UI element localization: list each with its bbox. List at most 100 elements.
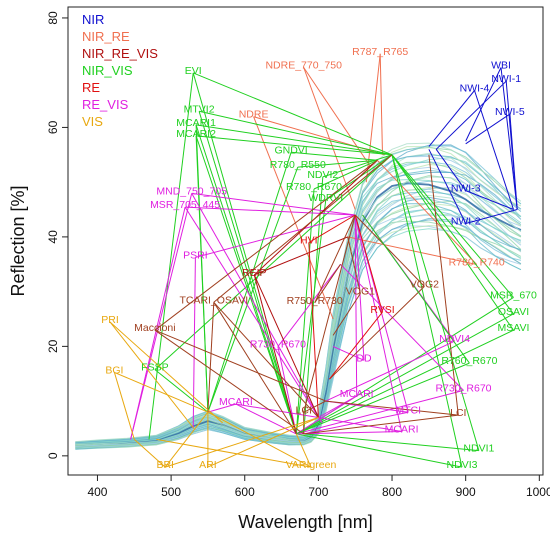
index-connector-lines: [109, 53, 518, 468]
index-connector-line: [253, 274, 297, 435]
index-connector-line: [303, 411, 409, 435]
index-connector-line: [154, 159, 378, 331]
y-tick-label: 20: [46, 339, 60, 353]
index-label: NDRE_770_750: [265, 60, 342, 72]
x-axis-title: Wavelength [nm]: [238, 512, 372, 532]
index-connector-line: [295, 199, 327, 434]
index-connector-line: [391, 154, 463, 468]
index-label: ARI: [199, 459, 217, 471]
index-label: REIP: [242, 267, 267, 279]
index-connector-line: [322, 154, 393, 178]
index-connector-line: [340, 263, 464, 391]
index-label: BGI: [105, 364, 123, 376]
legend-entry: VIS: [82, 114, 103, 129]
index-label: VOG2: [410, 278, 439, 290]
index-connector-line: [185, 206, 356, 216]
index-connector-line: [130, 206, 186, 440]
index-connector-line: [465, 67, 502, 142]
index-label: R780_R550: [270, 159, 326, 171]
index-label: R750_R730: [287, 295, 343, 307]
index-connector-line: [435, 80, 507, 150]
y-axis: 0 20 40 60 80: [46, 11, 69, 459]
index-label: MTCI: [395, 404, 421, 416]
index-connector-line: [308, 242, 319, 418]
index-label: NWI-2: [451, 216, 481, 228]
index-connector-line: [332, 345, 365, 361]
index-connector-line: [329, 311, 383, 380]
index-connector-line: [191, 192, 356, 216]
y-tick-label: 60: [46, 120, 60, 134]
index-label: NDVI1: [463, 443, 494, 455]
index-connector-line: [428, 149, 467, 224]
index-connector-line: [192, 257, 196, 429]
index-label: NWI-1: [491, 73, 521, 85]
x-tick-label: 500: [161, 485, 181, 499]
x-axis: 400 500 600 700 800 900 1000: [87, 474, 550, 499]
index-connector-line: [500, 67, 518, 210]
index-connector-line: [196, 135, 393, 156]
index-connector-line: [195, 124, 297, 435]
index-connector-line: [308, 214, 356, 244]
index-label: FSSP: [141, 362, 168, 374]
index-connector-line: [235, 403, 319, 418]
index-connector-line: [509, 113, 518, 210]
index-connector-line: [474, 90, 514, 210]
index-label: PRI: [101, 314, 119, 326]
index-connector-line: [207, 417, 319, 468]
spectrum-curve: [75, 182, 522, 446]
index-connector-line: [391, 154, 514, 315]
index-connector-line: [213, 301, 319, 418]
y-tick-label: 40: [46, 230, 60, 244]
index-connector-line: [113, 372, 135, 440]
index-connector-line: [207, 302, 215, 413]
index-connector-line: [435, 149, 467, 191]
index-label: VARIgreen: [286, 459, 337, 471]
index-connector-line: [465, 113, 511, 145]
spectra-curves: [75, 142, 522, 450]
index-label: LCI: [296, 404, 312, 416]
index-connector-line: [296, 389, 464, 435]
index-label: R730_R670: [250, 339, 306, 351]
index-connector-line: [314, 264, 341, 304]
index-label: MND_750_705: [156, 185, 227, 197]
index-connector-line: [329, 286, 425, 380]
spectrum-curve: [75, 142, 522, 443]
y-axis-title: Reflection [%]: [8, 185, 28, 296]
index-connector-line: [291, 151, 378, 161]
index-connector-line: [277, 263, 341, 347]
index-connector-line: [347, 236, 477, 265]
index-connector-line: [332, 293, 361, 336]
index-connector-line: [253, 116, 334, 320]
index-label: MCARI: [219, 396, 253, 408]
index-connector-line: [318, 417, 402, 432]
legend-entry: RE_VIS: [82, 97, 129, 112]
index-connector-line: [154, 329, 326, 402]
index-connector-line: [296, 431, 402, 435]
index-connector-line: [325, 340, 455, 402]
index-label: MSR_705_445: [150, 199, 220, 211]
index-label: RVSI: [370, 304, 394, 316]
legend-entry: NIR_VIS: [82, 63, 133, 78]
y-tick-label: 0: [46, 452, 60, 459]
index-label: NDRE: [239, 109, 269, 121]
index-connector-line: [164, 411, 209, 468]
index-connector-line: [296, 313, 514, 435]
index-connector-line: [207, 403, 237, 413]
index-connector-line: [207, 152, 292, 413]
legend-entry: NIR_RE: [82, 29, 130, 44]
index-connector-line: [379, 53, 383, 155]
index-label: MCARI: [340, 388, 374, 400]
index-label: NWI-3: [451, 183, 481, 195]
index-connector-line: [303, 414, 459, 435]
index-connector-line: [184, 206, 323, 424]
index-connector-line: [235, 403, 297, 435]
index-label: R780_R670: [286, 181, 342, 193]
index-connector-line: [198, 111, 297, 435]
index-connector-line: [213, 154, 393, 303]
x-tick-label: 400: [87, 485, 107, 499]
index-label: NDVI4: [439, 333, 470, 345]
spectrum-curve: [75, 179, 522, 445]
index-connector-line: [362, 214, 470, 364]
